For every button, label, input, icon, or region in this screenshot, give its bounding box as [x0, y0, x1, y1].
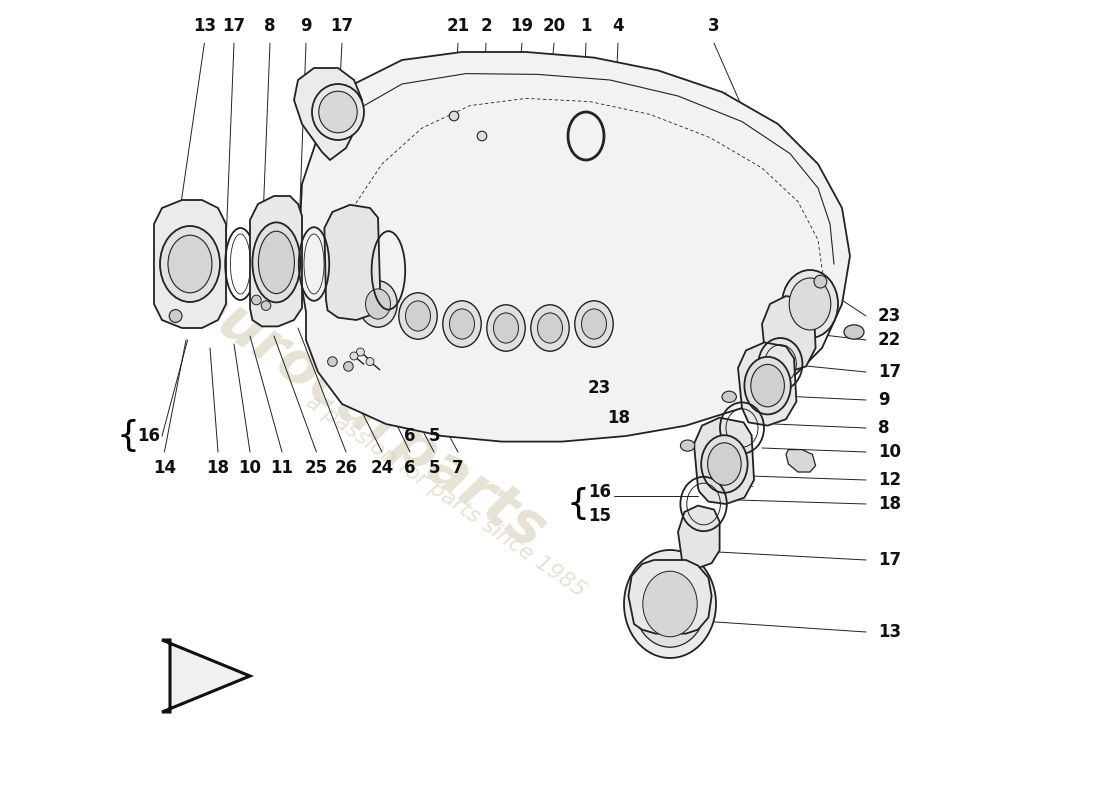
Ellipse shape [487, 305, 525, 351]
Text: 13: 13 [878, 623, 901, 641]
Circle shape [366, 358, 374, 366]
Text: 6: 6 [405, 459, 416, 477]
Text: 20: 20 [542, 17, 565, 34]
Ellipse shape [789, 278, 830, 330]
Text: 24: 24 [371, 459, 394, 477]
Polygon shape [762, 296, 815, 372]
Ellipse shape [722, 391, 736, 402]
Polygon shape [786, 450, 815, 472]
Polygon shape [154, 200, 226, 328]
Ellipse shape [252, 222, 300, 302]
Circle shape [261, 301, 271, 310]
Text: eurocarparts: eurocarparts [176, 270, 557, 562]
Circle shape [449, 111, 459, 121]
Text: {: { [566, 487, 590, 521]
Ellipse shape [399, 293, 437, 339]
Polygon shape [694, 418, 754, 504]
Ellipse shape [443, 301, 481, 347]
Polygon shape [298, 52, 850, 442]
Ellipse shape [751, 364, 784, 406]
Ellipse shape [782, 270, 838, 338]
Text: 13: 13 [192, 17, 216, 34]
Ellipse shape [582, 309, 606, 339]
Text: 7: 7 [452, 459, 464, 477]
Text: 8: 8 [264, 17, 276, 34]
Text: 8: 8 [878, 419, 890, 437]
Ellipse shape [642, 571, 697, 637]
Text: 17: 17 [222, 17, 245, 34]
Circle shape [328, 357, 338, 366]
Text: 18: 18 [207, 459, 230, 477]
Polygon shape [324, 205, 381, 320]
Ellipse shape [844, 325, 864, 339]
Ellipse shape [450, 309, 474, 339]
Text: 4: 4 [613, 17, 624, 34]
Ellipse shape [531, 305, 569, 351]
Text: 16: 16 [136, 427, 160, 445]
Text: 10: 10 [878, 443, 901, 461]
Text: 26: 26 [334, 459, 358, 477]
Text: 16: 16 [588, 483, 612, 501]
Text: 12: 12 [878, 471, 901, 489]
Polygon shape [628, 560, 712, 634]
Text: 21: 21 [447, 17, 470, 34]
Text: 17: 17 [878, 551, 901, 569]
Text: 18: 18 [878, 495, 901, 513]
Polygon shape [250, 196, 303, 326]
Text: 10: 10 [239, 459, 262, 477]
Text: 5: 5 [428, 427, 440, 445]
Text: 14: 14 [153, 459, 176, 477]
Ellipse shape [258, 231, 295, 294]
Text: a passion for parts since 1985: a passion for parts since 1985 [302, 391, 590, 601]
Circle shape [350, 352, 358, 360]
Ellipse shape [359, 281, 397, 327]
Text: 5: 5 [428, 459, 440, 477]
Text: 25: 25 [305, 459, 328, 477]
Text: {: { [117, 419, 139, 453]
Text: 17: 17 [878, 363, 901, 381]
Circle shape [356, 348, 364, 356]
Text: 11: 11 [271, 459, 294, 477]
Polygon shape [162, 640, 250, 712]
Ellipse shape [538, 313, 562, 343]
Ellipse shape [681, 440, 695, 451]
Text: 9: 9 [878, 391, 890, 409]
Ellipse shape [312, 84, 364, 140]
Ellipse shape [160, 226, 220, 302]
Text: 23: 23 [588, 379, 612, 397]
Circle shape [814, 275, 827, 288]
Text: 15: 15 [588, 507, 612, 525]
Text: 22: 22 [878, 331, 901, 349]
Ellipse shape [624, 550, 716, 658]
Circle shape [343, 362, 353, 371]
Ellipse shape [575, 301, 613, 347]
Text: 2: 2 [481, 17, 492, 34]
Circle shape [252, 295, 261, 305]
Text: 9: 9 [300, 17, 311, 34]
Ellipse shape [707, 443, 741, 485]
Text: 19: 19 [510, 17, 534, 34]
Text: 1: 1 [581, 17, 592, 34]
Ellipse shape [701, 435, 748, 493]
Ellipse shape [406, 301, 430, 331]
Ellipse shape [319, 91, 358, 133]
Text: 6: 6 [405, 427, 416, 445]
Ellipse shape [494, 313, 518, 343]
Ellipse shape [168, 235, 212, 293]
Circle shape [169, 310, 182, 322]
Polygon shape [738, 342, 796, 426]
Circle shape [477, 131, 487, 141]
Ellipse shape [745, 357, 791, 414]
Text: 23: 23 [878, 307, 901, 325]
Text: 18: 18 [607, 409, 630, 426]
Polygon shape [678, 506, 719, 568]
Text: 17: 17 [330, 17, 353, 34]
Ellipse shape [365, 289, 390, 319]
Polygon shape [294, 68, 362, 160]
Ellipse shape [634, 561, 706, 647]
Text: 3: 3 [708, 17, 719, 34]
